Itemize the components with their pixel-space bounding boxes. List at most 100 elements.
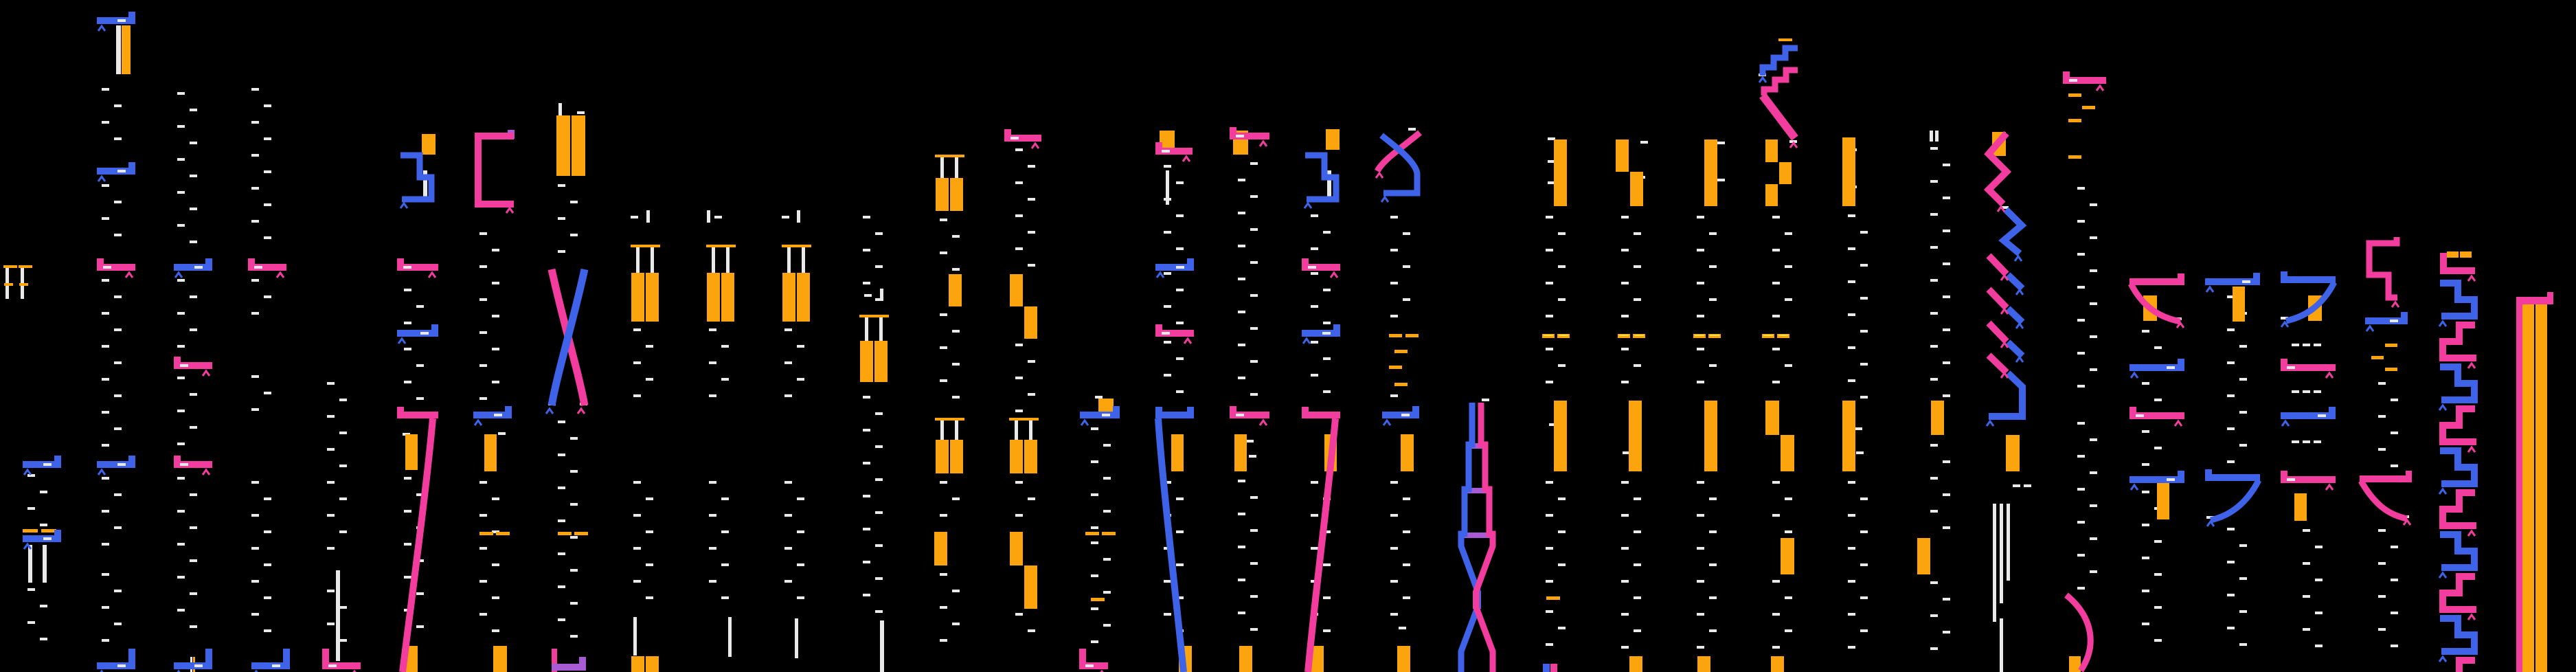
tick-dash bbox=[1311, 341, 1318, 344]
tick-dash bbox=[1546, 580, 1553, 583]
tick-dash bbox=[114, 201, 122, 203]
tick-dash bbox=[339, 399, 347, 401]
tick-dash bbox=[797, 378, 804, 381]
tick-dash bbox=[1621, 481, 1629, 484]
tick-dash bbox=[1311, 305, 1318, 308]
tick-dash bbox=[1772, 249, 1780, 251]
tick-dash bbox=[2142, 623, 2149, 625]
note-bar bbox=[1765, 139, 1778, 162]
event-bar bbox=[2365, 317, 2408, 324]
event-nub bbox=[505, 406, 512, 418]
tick-dash bbox=[2227, 328, 2235, 331]
piston-bar bbox=[721, 273, 734, 322]
tick-dash bbox=[190, 493, 197, 496]
tick-dash bbox=[1028, 165, 1035, 168]
tick-dash bbox=[190, 240, 197, 243]
note-bar bbox=[1779, 162, 1792, 184]
note-bar bbox=[2068, 93, 2081, 97]
tick-dash bbox=[2281, 317, 2288, 320]
caret-mark bbox=[2467, 361, 2476, 369]
tick-dash bbox=[940, 606, 947, 609]
tick-dash bbox=[570, 437, 578, 440]
event-bar bbox=[97, 662, 135, 669]
tick-dash bbox=[2391, 399, 2398, 401]
note-bar bbox=[631, 656, 644, 672]
tick-dash bbox=[40, 605, 47, 607]
tick-dash bbox=[1176, 497, 1184, 500]
tick-dash bbox=[1930, 647, 1938, 650]
tick-dash bbox=[114, 234, 122, 236]
tick-dash bbox=[1634, 596, 1641, 599]
tick-dash bbox=[2090, 504, 2097, 507]
note-bar bbox=[2385, 368, 2397, 371]
line-figure bbox=[1986, 352, 2009, 375]
note-bar bbox=[2068, 119, 2081, 122]
tick-dash bbox=[1015, 613, 1023, 616]
piston-rod bbox=[955, 157, 958, 178]
piston-bar bbox=[797, 273, 810, 322]
tick-dash bbox=[177, 510, 185, 513]
note-bar bbox=[1234, 434, 1247, 471]
tick-dash bbox=[2292, 344, 2299, 346]
event-tick bbox=[272, 664, 280, 667]
event-nub bbox=[1155, 324, 1162, 337]
rod-line bbox=[1930, 131, 1933, 142]
tick-dash bbox=[339, 530, 347, 533]
tick-dash bbox=[2090, 438, 2097, 441]
tick-dash bbox=[1390, 216, 1398, 219]
note-bar bbox=[1842, 401, 1855, 471]
caret-mark bbox=[397, 337, 407, 344]
tick-dash bbox=[2314, 344, 2321, 346]
tick-dash bbox=[1848, 379, 1855, 382]
tick-dash bbox=[1015, 377, 1023, 379]
tick-dash bbox=[1860, 264, 1868, 267]
tick-dash bbox=[709, 328, 716, 331]
tick-dash bbox=[1176, 181, 1184, 184]
note-bar bbox=[1546, 596, 1560, 600]
caret-mark bbox=[100, 669, 104, 672]
tick-dash bbox=[1785, 596, 1792, 599]
event-nub bbox=[1004, 129, 1011, 142]
tick-dash bbox=[177, 224, 185, 227]
note-bar bbox=[1704, 401, 1717, 471]
tick-dash bbox=[952, 497, 960, 500]
tick-dash bbox=[1250, 529, 1258, 532]
tick-dash bbox=[797, 530, 804, 533]
tick-dash bbox=[1238, 480, 1245, 482]
tick-dash bbox=[404, 543, 411, 546]
piston-cap bbox=[949, 418, 964, 421]
tick-dash bbox=[1848, 313, 1855, 316]
tick-dash bbox=[570, 503, 578, 506]
event-nub bbox=[322, 649, 329, 669]
tick-dash bbox=[177, 345, 185, 348]
tick-dash bbox=[492, 249, 499, 251]
tick-dash bbox=[1785, 232, 1792, 235]
tick-dash bbox=[264, 596, 271, 599]
tick-dash bbox=[1772, 481, 1780, 484]
tick-dash bbox=[1930, 510, 1938, 513]
accent-block bbox=[2516, 297, 2553, 304]
note-bar bbox=[1697, 656, 1710, 672]
caret-mark bbox=[2000, 341, 2009, 348]
tick-dash bbox=[1855, 427, 1862, 430]
tick-dash bbox=[1311, 514, 1318, 517]
tick-dash bbox=[1546, 643, 1553, 646]
tick-dash bbox=[2227, 561, 2235, 563]
tick-dash bbox=[863, 528, 870, 530]
tick-dash bbox=[1709, 497, 1717, 500]
note-bar bbox=[406, 646, 418, 672]
tick-dash bbox=[863, 249, 870, 251]
caret-mark bbox=[1375, 171, 1384, 179]
note-bar bbox=[3, 265, 17, 268]
tick-dash bbox=[2391, 546, 2398, 548]
tick-dash bbox=[479, 298, 487, 301]
tick-dash bbox=[1015, 410, 1023, 412]
caret-mark bbox=[2365, 324, 2375, 332]
tick-dash bbox=[2077, 220, 2085, 223]
tick-dash bbox=[558, 217, 565, 220]
tick-dash bbox=[940, 573, 947, 576]
tick-dash bbox=[1176, 214, 1184, 217]
caret-mark bbox=[473, 418, 483, 426]
line-figure bbox=[400, 152, 435, 203]
